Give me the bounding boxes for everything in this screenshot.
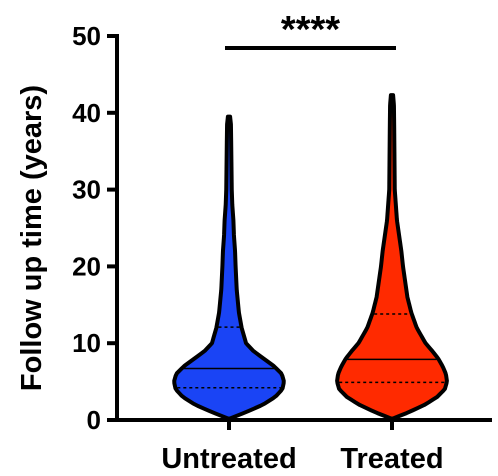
y-tick-label: 0 xyxy=(87,405,101,435)
x-tick-label-treated: Treated xyxy=(340,443,443,475)
significance-stars: **** xyxy=(281,9,340,51)
y-tick-label: 20 xyxy=(72,251,101,281)
violins-layer xyxy=(172,93,449,421)
violin-body xyxy=(335,93,449,421)
x-tick-label-untreated: Untreated xyxy=(161,443,296,475)
y-tick-label: 50 xyxy=(72,21,101,51)
axes-layer: 0 10 20 30 40 50 xyxy=(72,21,492,435)
y-tick-label: 10 xyxy=(72,328,101,358)
violin-treated xyxy=(335,93,449,421)
y-tick-label: 30 xyxy=(72,175,101,205)
violin-body xyxy=(172,114,286,421)
y-tick-label: 40 xyxy=(72,98,101,128)
violin-untreated xyxy=(172,114,286,421)
annotation-layer: **** xyxy=(225,9,396,51)
y-axis-title: Follow up time (years) xyxy=(16,85,48,391)
labels-layer: Untreated Treated Follow up time (years) xyxy=(16,85,444,475)
